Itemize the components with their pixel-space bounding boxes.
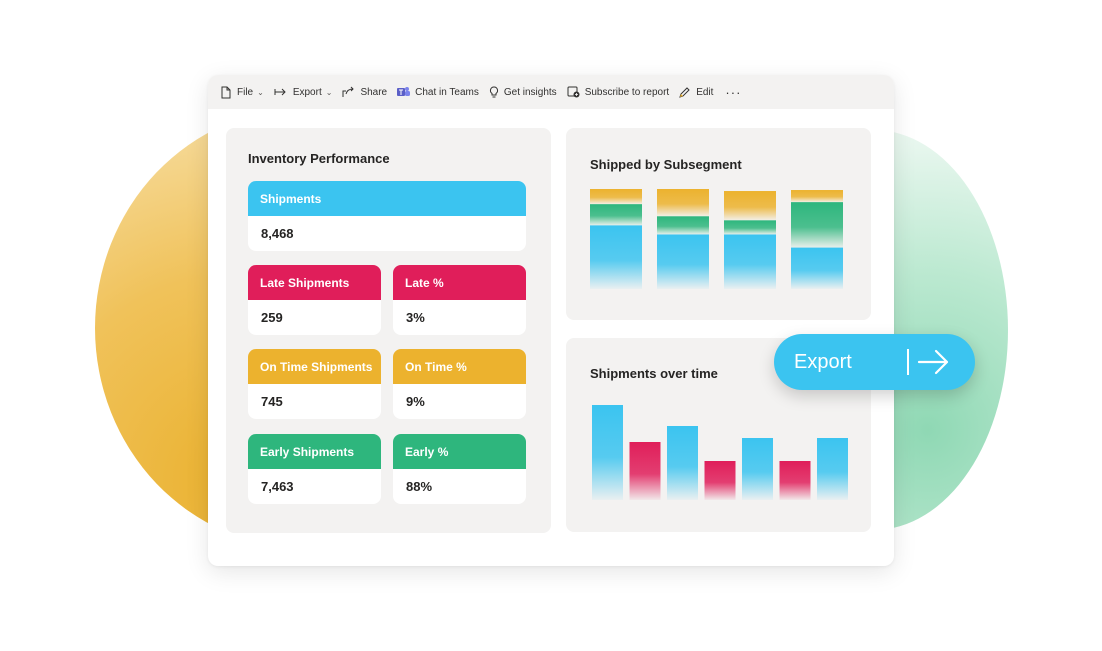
report-window: File ⌄ Export ⌄ Share Chat in Teams Get … — [208, 75, 894, 566]
kpi-label: Early % — [393, 434, 526, 469]
kpi-value: 9% — [406, 394, 425, 409]
kpi-label: Late Shipments — [248, 265, 381, 300]
kpi-card-shipments[interactable]: Shipments 8,468 — [248, 181, 526, 251]
shipments-bar[interactable] — [667, 426, 698, 500]
subsegment-chart-title: Shipped by Subsegment — [590, 157, 742, 172]
overtime-chart-title: Shipments over time — [590, 366, 718, 381]
kpi-card-late-percent[interactable]: Late % 3% — [393, 265, 526, 335]
shipments-bar[interactable] — [817, 438, 848, 500]
inventory-panel-title: Inventory Performance — [248, 151, 390, 166]
edit-label: Edit — [696, 86, 714, 98]
report-toolbar: File ⌄ Export ⌄ Share Chat in Teams Get … — [208, 75, 894, 109]
shipped-by-subsegment-panel: Shipped by Subsegment — [566, 128, 871, 320]
arrow-right-icon — [917, 349, 949, 375]
subsegment-bar-segment[interactable] — [657, 189, 709, 217]
kpi-label: Late % — [393, 265, 526, 300]
chat-in-teams-label: Chat in Teams — [415, 86, 479, 98]
more-options-button[interactable]: ··· — [725, 84, 742, 100]
subscribe-icon — [567, 86, 580, 98]
export-button[interactable]: Export — [774, 334, 975, 390]
kpi-value: 88% — [406, 479, 433, 494]
subsegment-bar-segment[interactable] — [657, 234, 709, 289]
kpi-card-early-percent[interactable]: Early % 88% — [393, 434, 526, 504]
kpi-label: Shipments — [248, 181, 526, 216]
kpi-value: 259 — [261, 310, 283, 325]
subsegment-bar-segment[interactable] — [590, 189, 642, 205]
shipments-bar[interactable] — [779, 461, 811, 500]
subsegment-bar-segment[interactable] — [724, 234, 776, 289]
kpi-card-early-shipments[interactable]: Early Shipments 7,463 — [248, 434, 381, 504]
subsegment-bar-segment[interactable] — [791, 202, 843, 248]
subsegment-bar-segment[interactable] — [657, 216, 709, 235]
subsegment-bar-segment[interactable] — [590, 225, 642, 289]
subsegment-bar-segment[interactable] — [590, 204, 642, 226]
subsegment-bar-segment[interactable] — [724, 191, 776, 221]
inventory-performance-panel: Inventory Performance Shipments 8,468 La… — [226, 128, 551, 533]
subscribe-button[interactable]: Subscribe to report — [567, 86, 670, 98]
kpi-value: 3% — [406, 310, 425, 325]
kpi-value: 8,468 — [261, 226, 294, 241]
kpi-card-on-time-shipments[interactable]: On Time Shipments 745 — [248, 349, 381, 419]
get-insights-label: Get insights — [503, 86, 557, 98]
shipments-bar[interactable] — [629, 442, 661, 500]
chat-in-teams-button[interactable]: Chat in Teams — [397, 86, 479, 98]
share-button[interactable]: Share — [342, 86, 387, 98]
share-label: Share — [360, 86, 388, 98]
kpi-value: 745 — [261, 394, 283, 409]
export-menu-label: Export — [292, 86, 322, 98]
share-icon — [342, 86, 355, 97]
kpi-card-late-shipments[interactable]: Late Shipments 259 — [248, 265, 381, 335]
file-menu-label: File — [237, 86, 254, 98]
export-icon — [274, 88, 286, 96]
export-button-label: Export — [794, 350, 852, 373]
file-menu-button[interactable]: File ⌄ — [220, 86, 264, 99]
kpi-label: On Time Shipments — [248, 349, 381, 384]
lightbulb-icon — [489, 85, 498, 97]
export-button-separator — [907, 349, 909, 375]
export-menu-button[interactable]: Export ⌄ — [274, 86, 333, 98]
teams-icon — [397, 87, 411, 96]
shipments-over-time-bar-chart[interactable] — [566, 338, 871, 532]
pencil-icon — [679, 87, 690, 98]
chevron-down-icon: ⌄ — [257, 87, 264, 97]
subsegment-stacked-bar-chart[interactable] — [566, 128, 871, 320]
edit-button[interactable]: Edit — [679, 86, 713, 98]
get-insights-button[interactable]: Get insights — [489, 85, 557, 99]
subsegment-bar-segment[interactable] — [791, 190, 843, 203]
kpi-label: Early Shipments — [248, 434, 381, 469]
shipments-bar[interactable] — [742, 438, 773, 500]
shipments-bar[interactable] — [704, 461, 736, 500]
subsegment-bar-segment[interactable] — [791, 247, 843, 289]
subscribe-label: Subscribe to report — [584, 86, 670, 98]
kpi-label: On Time % — [393, 349, 526, 384]
subsegment-bar-segment[interactable] — [724, 220, 776, 235]
file-icon — [221, 86, 231, 98]
kpi-value: 7,463 — [261, 479, 294, 494]
kpi-card-on-time-percent[interactable]: On Time % 9% — [393, 349, 526, 419]
shipments-bar[interactable] — [592, 405, 623, 500]
chevron-down-icon: ⌄ — [325, 87, 333, 97]
shipments-over-time-panel: Shipments over time — [566, 338, 871, 532]
